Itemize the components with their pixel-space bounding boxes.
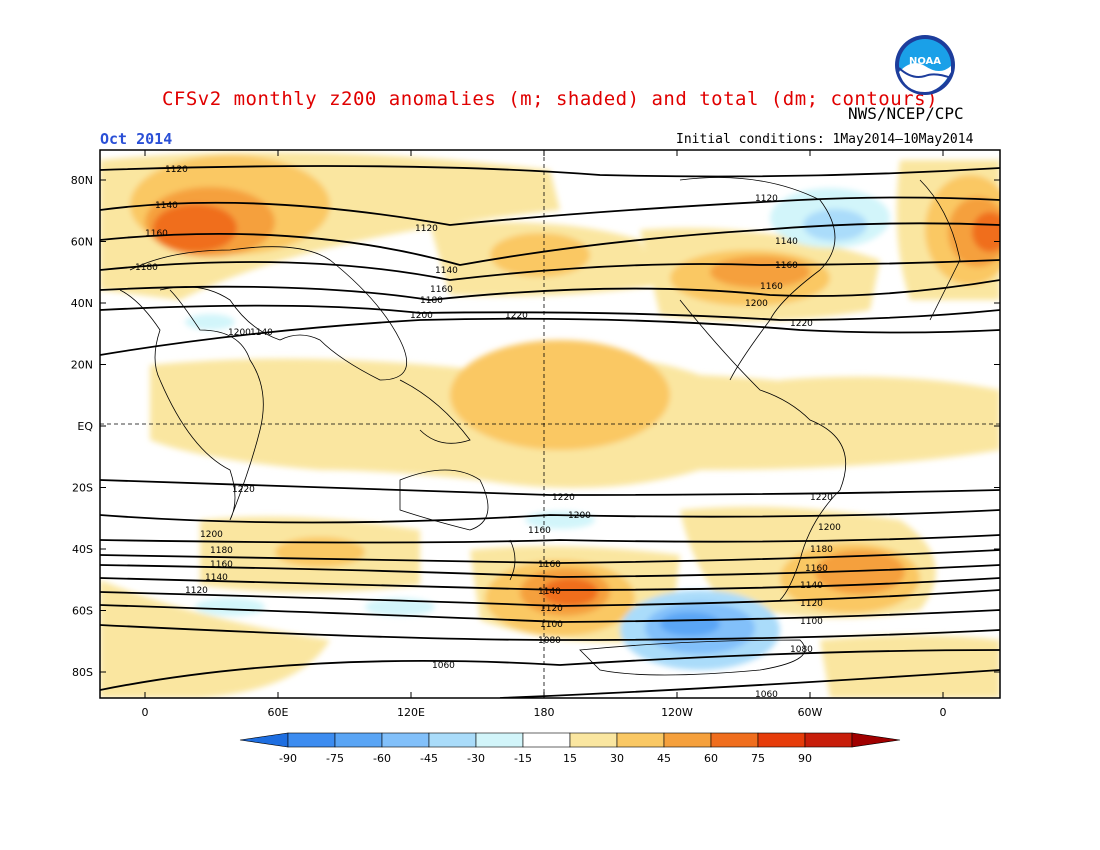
lat-tick-label: 20N — [71, 359, 93, 372]
contour-label: 1140 — [250, 328, 273, 338]
contour-label: 1160 — [775, 261, 798, 271]
contour-label: 1160 — [210, 560, 233, 570]
colorbar-swatch — [287, 732, 336, 748]
contour-label: 1120 — [540, 604, 563, 614]
contour-label: 1160 — [528, 526, 551, 536]
chart-title: CFSv2 monthly z200 anomalies (m; shaded)… — [161, 88, 939, 110]
colorbar-high-arrow — [851, 732, 901, 748]
map-frame — [99, 149, 1001, 699]
coastlines — [119, 177, 961, 676]
lat-tick-label: 80N — [71, 174, 93, 187]
colorbar-label: -45 — [420, 752, 438, 765]
contour-label: 1160 — [538, 560, 561, 570]
contour-label: 1140 — [155, 201, 178, 211]
colorbar-swatch — [475, 732, 524, 748]
latitude-axis: 80N 60N 40N 20N EQ 20S 40S 60S 80S — [71, 174, 1000, 679]
colorbar-swatch — [522, 732, 571, 748]
contour-label: 1120 — [415, 224, 438, 234]
colorbar-swatch — [334, 732, 383, 748]
contour-label: 1200 — [200, 530, 223, 540]
contour-label: 1220 — [505, 311, 528, 321]
contour-label: 1120 — [755, 194, 778, 204]
colorbar-swatch — [757, 732, 806, 748]
contour-label: 1160 — [145, 229, 168, 239]
colorbar-label: 45 — [657, 752, 671, 765]
colorbar: -90 -75 -60 -45 -30 -15 15 30 45 60 75 90 — [239, 732, 901, 765]
contour-label: 1220 — [232, 485, 255, 495]
colorbar-swatch — [663, 732, 712, 748]
noaa-logo: NOAA — [895, 35, 955, 95]
lon-tick-label: 120W — [661, 706, 693, 719]
contour-label: 1200 — [568, 511, 591, 521]
colorbar-label: 15 — [563, 752, 577, 765]
contour-label: 1140 — [538, 587, 561, 597]
colorbar-low-arrow — [239, 732, 289, 748]
colorbar-label: -15 — [514, 752, 532, 765]
colorbar-swatch — [710, 732, 759, 748]
colorbar-swatch — [616, 732, 665, 748]
lon-tick-label: 0 — [940, 706, 947, 719]
contour-label: 1080 — [538, 636, 561, 646]
contour-label: 1220 — [552, 493, 575, 503]
contour-label: 1100 — [540, 620, 563, 630]
contour-label: 1220 — [810, 493, 833, 503]
lat-tick-label: 60N — [71, 236, 93, 249]
colorbar-swatch — [569, 732, 618, 748]
contour-label: 1120 — [185, 586, 208, 596]
colorbar-label: -60 — [373, 752, 391, 765]
lon-tick-label: 180 — [534, 706, 555, 719]
contour-label: 1180 — [420, 296, 443, 306]
contour-label: 1140 — [205, 573, 228, 583]
contour-label: 1140 — [775, 237, 798, 247]
lat-tick-label: 40S — [72, 543, 93, 556]
lon-tick-label: 0 — [142, 706, 149, 719]
contour-label: 1220 — [790, 319, 813, 329]
lat-tick-label: 80S — [72, 666, 93, 679]
height-contours — [100, 165, 1000, 698]
lat-tick-label: 40N — [71, 297, 93, 310]
agency-label: NWS/NCEP/CPC — [848, 104, 964, 123]
lat-tick-label: EQ — [77, 420, 93, 433]
contour-label: 1200 — [228, 328, 251, 338]
colorbar-swatch — [804, 732, 853, 748]
colorbar-label: -75 — [326, 752, 344, 765]
contour-labels: 1120 1140 1160 1180 1120 1140 1160 1200 … — [135, 165, 841, 700]
contour-label: 1120 — [165, 165, 188, 175]
contour-label: 1180 — [810, 545, 833, 555]
month-label: Oct 2014 — [100, 130, 173, 148]
lon-tick-label: 120E — [397, 706, 425, 719]
colorbar-label: -30 — [467, 752, 485, 765]
colorbar-label: 90 — [798, 752, 812, 765]
lat-tick-label: 60S — [72, 605, 93, 618]
colorbar-label: 60 — [704, 752, 718, 765]
contour-label: 1200 — [745, 299, 768, 309]
lon-tick-label: 60E — [268, 706, 289, 719]
contour-label: 1200 — [818, 523, 841, 533]
colorbar-label: -90 — [279, 752, 297, 765]
contour-label: 1120 — [800, 599, 823, 609]
contour-label: 1140 — [435, 266, 458, 276]
initial-conditions-label: Initial conditions: 1May2014—10May2014 — [676, 132, 974, 147]
colorbar-swatch — [381, 732, 430, 748]
contour-label: 1180 — [135, 263, 158, 273]
lon-tick-label: 60W — [798, 706, 823, 719]
contour-label: 1180 — [210, 546, 233, 556]
lat-tick-label: 20S — [72, 482, 93, 495]
contour-label: 1160 — [805, 564, 828, 574]
colorbar-label: 75 — [751, 752, 765, 765]
contour-label: 1080 — [790, 645, 813, 655]
contour-label: 1160 — [760, 282, 783, 292]
contour-label: 1160 — [430, 285, 453, 295]
noaa-logo-text: NOAA — [909, 56, 941, 67]
contour-label: 1140 — [800, 581, 823, 591]
colorbar-swatch — [428, 732, 477, 748]
contour-label: 1100 — [800, 617, 823, 627]
contour-label: 1200 — [410, 311, 433, 321]
contour-label: 1060 — [432, 661, 455, 671]
colorbar-label: 30 — [610, 752, 624, 765]
contour-label: 1060 — [755, 690, 778, 700]
longitude-axis: 0 60E 120E 180 120W 60W 0 — [142, 150, 947, 719]
